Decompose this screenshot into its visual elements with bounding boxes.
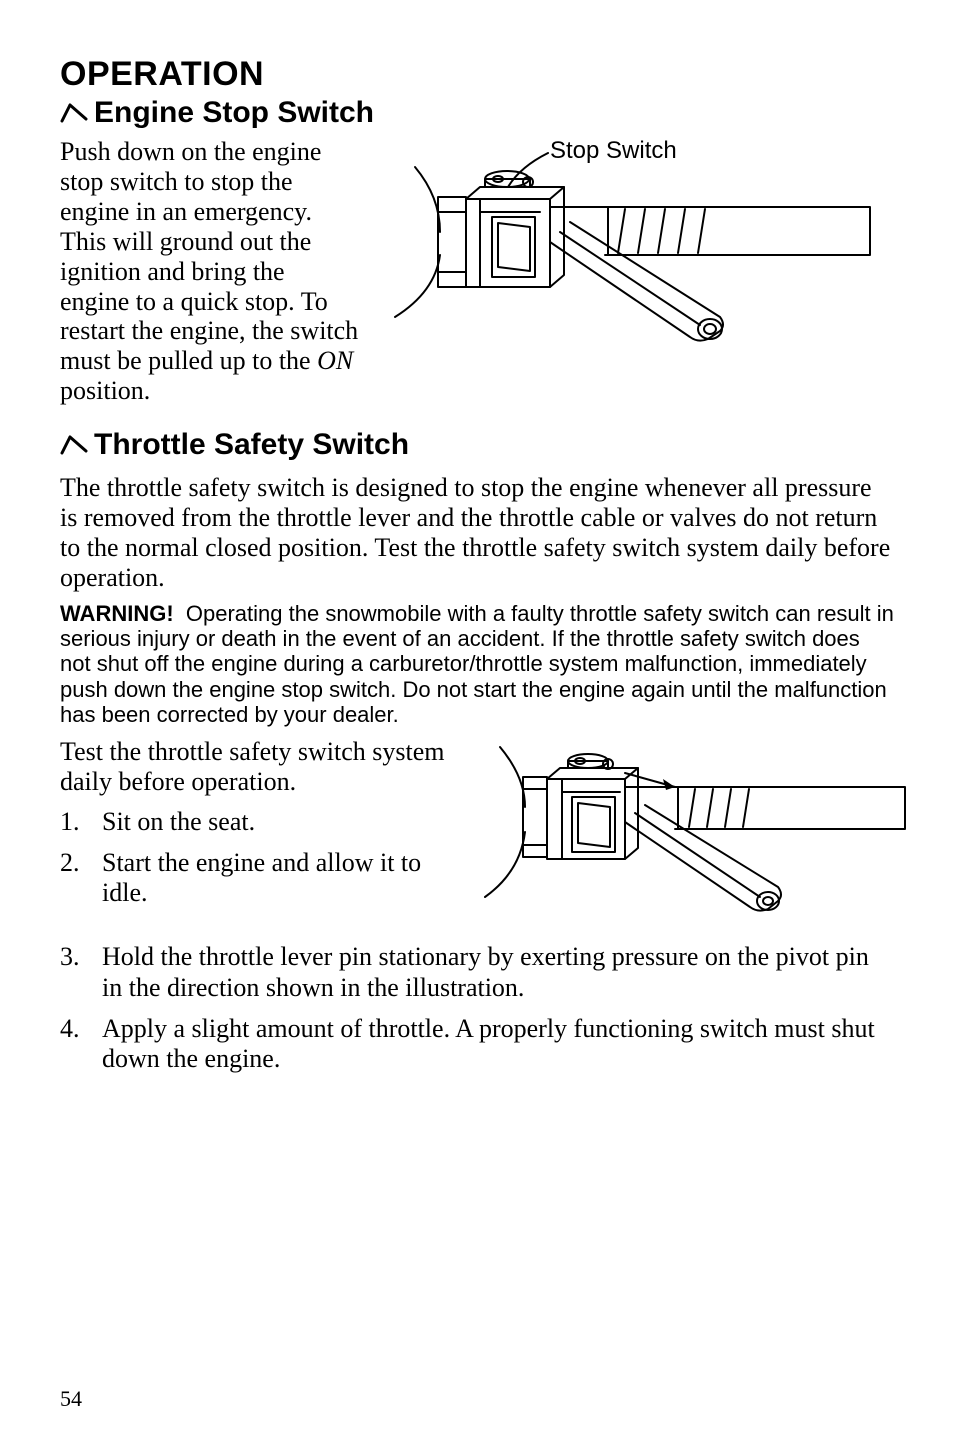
checkmark-icon bbox=[60, 97, 88, 131]
section-heading-text: Throttle Safety Switch bbox=[94, 428, 409, 461]
stop-switch-label: Stop Switch bbox=[550, 137, 677, 165]
section-heading-engine-stop: Engine Stop Switch bbox=[60, 96, 894, 131]
step-1: Sit on the seat. bbox=[60, 807, 460, 838]
section-heading-throttle-safety: Throttle Safety Switch bbox=[60, 428, 894, 463]
step-4: Apply a slight amount of throttle. A pro… bbox=[60, 1014, 894, 1075]
warning-label: WARNING! bbox=[60, 601, 174, 626]
steps-list-cont: Hold the throttle lever pin stationary b… bbox=[60, 942, 894, 1075]
warning-text: Operating the snowmobile with a faulty t… bbox=[60, 601, 894, 727]
stop-switch-figure: Stop Switch bbox=[380, 137, 894, 406]
step-2: Start the engine and allow it to idle. bbox=[60, 848, 460, 909]
steps-list: Sit on the seat. Start the engine and al… bbox=[60, 807, 460, 909]
throttle-figure bbox=[480, 737, 910, 932]
throttle-intro-paragraph: The throttle safety switch is designed t… bbox=[60, 473, 894, 593]
page-number: 54 bbox=[60, 1386, 82, 1412]
test-instruction: Test the throttle safety switch system d… bbox=[60, 737, 460, 797]
engine-stop-paragraph: Push down on the engine stop switch to s… bbox=[60, 137, 360, 406]
step-3: Hold the throttle lever pin stationary b… bbox=[60, 942, 894, 1003]
checkmark-icon bbox=[60, 429, 88, 463]
section-heading-text: Engine Stop Switch bbox=[94, 96, 374, 129]
page-title: OPERATION bbox=[60, 55, 894, 94]
warning-block: WARNING! Operating the snowmobile with a… bbox=[60, 601, 894, 727]
